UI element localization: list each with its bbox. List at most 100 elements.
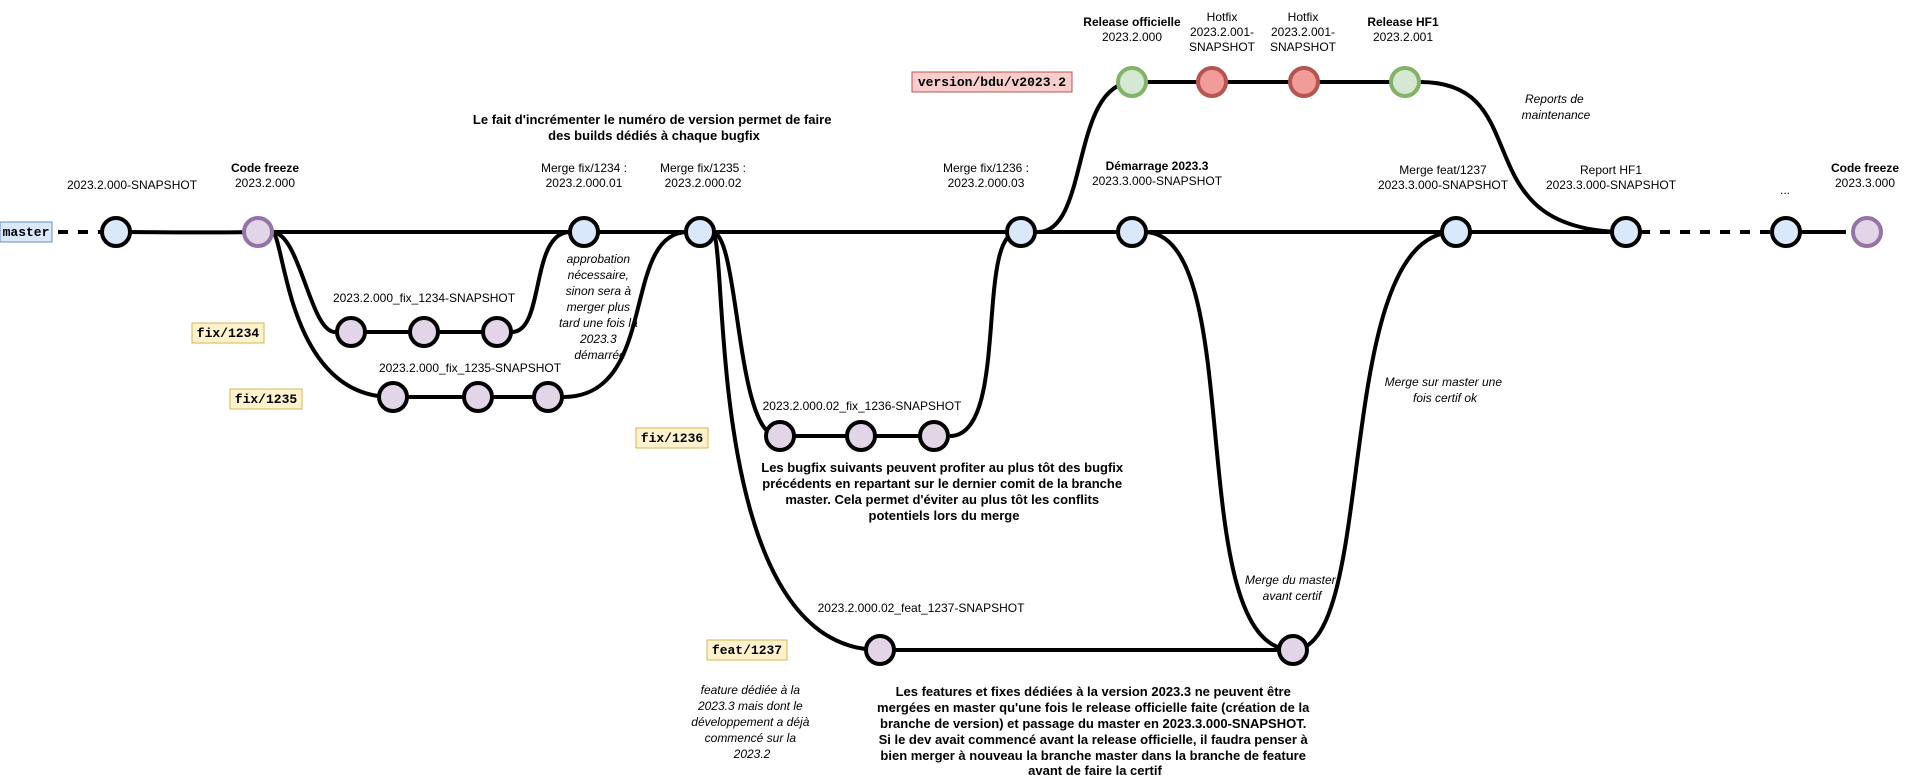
note-feature-dediee-line: commencé sur la xyxy=(705,731,797,745)
commit-code-freeze-2 xyxy=(1851,216,1883,248)
commit-merge-fix1236 xyxy=(1005,216,1037,248)
commit-ellipsis xyxy=(1770,216,1802,248)
note-bugfix-suivants-line: potentiels lors du merge xyxy=(869,508,1020,523)
label-start-2023-3-title: Démarrage 2023.3 xyxy=(1106,159,1209,173)
note-increment-line: des builds dédiés à chaque bugfix xyxy=(548,128,760,143)
branch-tag-master: master xyxy=(0,221,53,243)
note-increment: Le fait d'incrémenter le numéro de versi… xyxy=(473,112,835,143)
label-merge-1234-version: 2023.2.000.01 xyxy=(546,176,623,190)
commit-fix1236-2 xyxy=(845,420,877,452)
note-approbation-line: sinon sera à xyxy=(566,284,632,298)
note-approbation-line: 2023.3 xyxy=(579,332,617,346)
commit-start-2023-3 xyxy=(1116,216,1148,248)
fix1236-merge-back xyxy=(949,230,1019,438)
note-approbation-line: approbation xyxy=(567,252,631,266)
branch-tag-master-box xyxy=(0,221,53,243)
branch-tag-fix1234-box xyxy=(191,322,265,344)
edges xyxy=(58,80,1846,652)
note-merge-du-master-line: avant certif xyxy=(1263,589,1323,603)
fix1234-branch-out xyxy=(271,230,336,334)
label-merge-1234-title: Merge fix/1234 : xyxy=(541,161,627,175)
commit-merge-fix1235 xyxy=(684,216,716,248)
note-reports-line: maintenance xyxy=(1522,108,1591,122)
version-report-back xyxy=(1419,80,1627,234)
master-into-feat1237 xyxy=(1143,230,1294,652)
label-report-hf1-version: 2023.3.000-SNAPSHOT xyxy=(1546,178,1677,192)
branch-tag-fix1235-label: fix/1235 xyxy=(235,392,298,407)
note-approbation-line: merger plus xyxy=(567,300,630,314)
note-feature-dediee-line: 2023.3 mais dont le xyxy=(697,699,803,713)
commit-fix1236-3 xyxy=(918,420,950,452)
commit-hotfix-1 xyxy=(1196,66,1228,98)
commit-merge-fix1234 xyxy=(568,216,600,248)
label-code-freeze-1-title: Code freeze xyxy=(231,161,299,175)
label-hotfix-2-title: Hotfix xyxy=(1288,10,1319,24)
label-feat1237-snapshot: 2023.2.000.02_feat_1237-SNAPSHOT xyxy=(818,601,1025,615)
branch-tag-fix1236-box xyxy=(635,427,709,449)
label-snapshot-start: 2023.2.000-SNAPSHOT xyxy=(67,178,198,192)
note-features-fixes-line: Les features et fixes dédiées à la versi… xyxy=(896,684,1291,699)
label-hotfix-1-line1: 2023.2.001- xyxy=(1190,25,1254,39)
label-release-hf1-title: Release HF1 xyxy=(1367,15,1439,29)
branch-tag-fix1234: fix/1234 xyxy=(191,322,265,344)
note-merge-master-certif-line: fois certif ok xyxy=(1413,391,1478,405)
label-merge-1235-version: 2023.2.000.02 xyxy=(665,176,742,190)
note-reports-line: Reports de xyxy=(1525,92,1584,106)
commit-fix1235-3 xyxy=(532,381,564,413)
label-release-officielle-title: Release officielle xyxy=(1083,15,1181,29)
label-report-hf1-title: Report HF1 xyxy=(1580,163,1642,177)
commit-feat1237-1 xyxy=(864,634,896,666)
note-features-fixes-line: bien merger à nouveau la branche master … xyxy=(880,748,1306,763)
commit-hotfix-2 xyxy=(1288,66,1320,98)
branch-tag-fix1235-box xyxy=(229,388,303,410)
label-code-freeze-1-version: 2023.2.000 xyxy=(235,176,295,190)
label-merge-1236-version: 2023.2.000.03 xyxy=(948,176,1025,190)
note-features-fixes-line: mergées en master qu'une fois le release… xyxy=(877,700,1310,715)
branch-tag-master-label: master xyxy=(3,225,50,240)
fix1236-branch-out xyxy=(711,230,779,438)
note-features-fixes: Les features et fixes dédiées à la versi… xyxy=(877,684,1313,775)
label-hotfix-1-line2: SNAPSHOT xyxy=(1189,40,1256,54)
commit-fix1234-2 xyxy=(408,316,440,348)
commit-labels: 2023.2.000-SNAPSHOT Code freeze 2023.2.0… xyxy=(67,10,1899,615)
branch-tag-fix1236: fix/1236 xyxy=(635,427,709,449)
commit-master-snapshot xyxy=(100,216,132,248)
note-feature-dediee-line: développement a déjà xyxy=(691,715,809,729)
branch-tag-feat1237: feat/1237 xyxy=(706,639,788,661)
fix1235-merge-back xyxy=(562,230,689,399)
commit-code-freeze-1 xyxy=(242,216,274,248)
branch-tag-fix1236-label: fix/1236 xyxy=(641,431,704,446)
label-fix1235-snapshot: 2023.2.000_fix_1235-SNAPSHOT xyxy=(379,361,562,375)
note-bugfix-suivants-line: Les bugfix suivants peuvent profiter au … xyxy=(761,460,1124,475)
branch-tags: master fix/1234 fix/1235 fix/1236 feat/1… xyxy=(0,71,1073,661)
note-features-fixes-line: Si le dev avait commencé avant la releas… xyxy=(879,732,1309,747)
label-hotfix-2-line2: SNAPSHOT xyxy=(1270,40,1337,54)
feat1237-merge-back xyxy=(1292,230,1456,652)
branch-tag-fix1234-label: fix/1234 xyxy=(197,326,260,341)
note-approbation: approbation nécessaire, sinon sera à mer… xyxy=(559,252,641,362)
note-merge-master-certif: Merge sur master une fois certif ok xyxy=(1385,375,1506,405)
notes: Le fait d'incrémenter le numéro de versi… xyxy=(473,92,1591,775)
commit-merge-feat1237 xyxy=(1440,216,1472,248)
branch-tag-version: version/bdu/v2023.2 xyxy=(911,71,1073,93)
note-approbation-line: tard une fois la xyxy=(559,316,638,330)
note-bugfix-suivants: Les bugfix suivants peuvent profiter au … xyxy=(761,460,1127,523)
note-approbation-line: démarrée xyxy=(574,348,626,362)
label-start-2023-3-version: 2023.3.000-SNAPSHOT xyxy=(1092,174,1223,188)
note-increment-line: Le fait d'incrémenter le numéro de versi… xyxy=(473,112,832,127)
branch-tag-feat1237-box xyxy=(706,639,788,661)
commit-report-hf1 xyxy=(1610,216,1642,248)
commit-feat1237-merge-master xyxy=(1277,634,1309,666)
commit-fix1235-1 xyxy=(377,381,409,413)
note-features-fixes-line: branche de version) et passage du master… xyxy=(880,716,1306,731)
commit-fix1234-3 xyxy=(481,316,513,348)
branch-tag-version-box xyxy=(911,71,1073,93)
label-release-hf1-version: 2023.2.001 xyxy=(1373,30,1433,44)
note-feature-dediee-line: 2023.2 xyxy=(733,747,771,761)
commits xyxy=(100,66,1883,666)
note-approbation-line: nécessaire, xyxy=(568,268,629,282)
feat1237-branch-out xyxy=(710,230,881,652)
note-bugfix-suivants-line: précédents en repartant sur le dernier c… xyxy=(762,476,1122,491)
branch-tag-version-label: version/bdu/v2023.2 xyxy=(918,75,1066,90)
